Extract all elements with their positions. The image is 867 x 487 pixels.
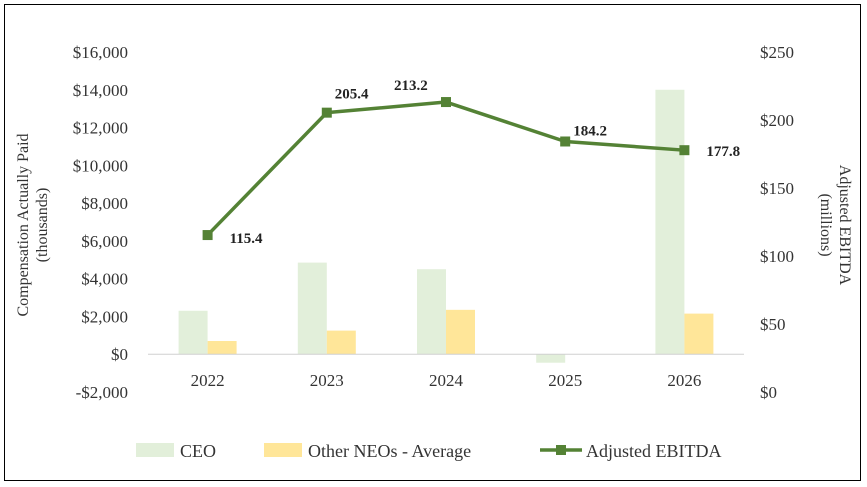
legend-label-ebitda: Adjusted EBITDA: [586, 441, 721, 461]
right-tick-label: $100: [760, 247, 794, 266]
bar-other-neos: [326, 330, 356, 355]
right-axis-ticks: $0 $50 $100 $150 $200 $250: [760, 43, 794, 402]
legend-marker-ebitda: [556, 445, 566, 455]
bar-series: [178, 89, 714, 363]
left-tick-label: $16,000: [73, 43, 128, 62]
legend-swatch-other-neos: [264, 443, 302, 457]
legend-swatch-ceo: [136, 443, 174, 457]
left-tick-label: $8,000: [81, 194, 128, 213]
category-labels: 2022 2023 2024 2025 2026: [191, 371, 702, 390]
line-series: [202, 97, 690, 241]
category-label: 2022: [191, 371, 225, 390]
ebitda-marker: [679, 145, 690, 156]
chart-frame: [4, 4, 861, 481]
left-tick-label: $6,000: [81, 232, 128, 251]
right-tick-label: $50: [760, 315, 786, 334]
line-data-labels: 115.4 205.4 213.2 184.2 177.8: [230, 78, 741, 247]
ebitda-data-label: 184.2: [573, 123, 607, 139]
left-tick-label: $10,000: [73, 156, 128, 175]
ebitda-data-label: 177.8: [706, 144, 740, 160]
left-tick-label: $0: [111, 345, 128, 364]
category-label: 2024: [429, 371, 464, 390]
left-tick-label: $12,000: [73, 119, 128, 138]
bar-ceo: [178, 310, 208, 355]
right-axis-title-line1: Adjusted EBITDA: [836, 165, 853, 286]
ebitda-data-label: 213.2: [394, 78, 428, 94]
legend-label-ceo: CEO: [180, 441, 216, 461]
bar-other-neos: [446, 309, 475, 355]
bar-ceo: [536, 354, 566, 363]
left-axis-ticks: -$2,000 $0 $2,000 $4,000 $6,000 $8,000 $10,000…: [73, 43, 128, 402]
ebitda-marker: [321, 107, 332, 118]
ebitda-marker: [202, 230, 213, 241]
right-tick-label: $0: [760, 383, 777, 402]
legend-label-other-neos: Other NEOs - Average: [308, 441, 471, 461]
right-tick-label: $250: [760, 43, 794, 62]
ebitda-marker: [441, 97, 451, 108]
left-tick-label: -$2,000: [76, 383, 128, 402]
bar-ceo: [417, 269, 446, 355]
right-tick-label: $150: [760, 179, 794, 198]
category-label: 2026: [667, 371, 701, 390]
left-tick-label: $2,000: [81, 307, 128, 326]
legend: CEO Other NEOs - Average Adjusted EBITDA: [136, 441, 721, 461]
bar-ceo: [297, 262, 327, 355]
ebitda-line: [206, 100, 685, 237]
bar-other-neos: [684, 313, 714, 355]
right-tick-label: $200: [760, 111, 794, 130]
right-axis-title-line2: (millions): [817, 193, 834, 256]
bar-other-neos: [207, 341, 237, 355]
left-axis-title-line2: (thousands): [34, 188, 51, 263]
bar-ceo: [655, 89, 685, 355]
category-label: 2025: [548, 371, 582, 390]
left-axis-title-line1: Compensation Actually Paid: [15, 133, 32, 316]
left-tick-label: $4,000: [81, 270, 128, 289]
ebitda-data-label: 205.4: [335, 87, 369, 103]
ebitda-data-label: 115.4: [230, 231, 263, 247]
ebitda-marker: [560, 136, 571, 147]
category-label: 2023: [310, 371, 344, 390]
left-tick-label: $14,000: [73, 81, 128, 100]
